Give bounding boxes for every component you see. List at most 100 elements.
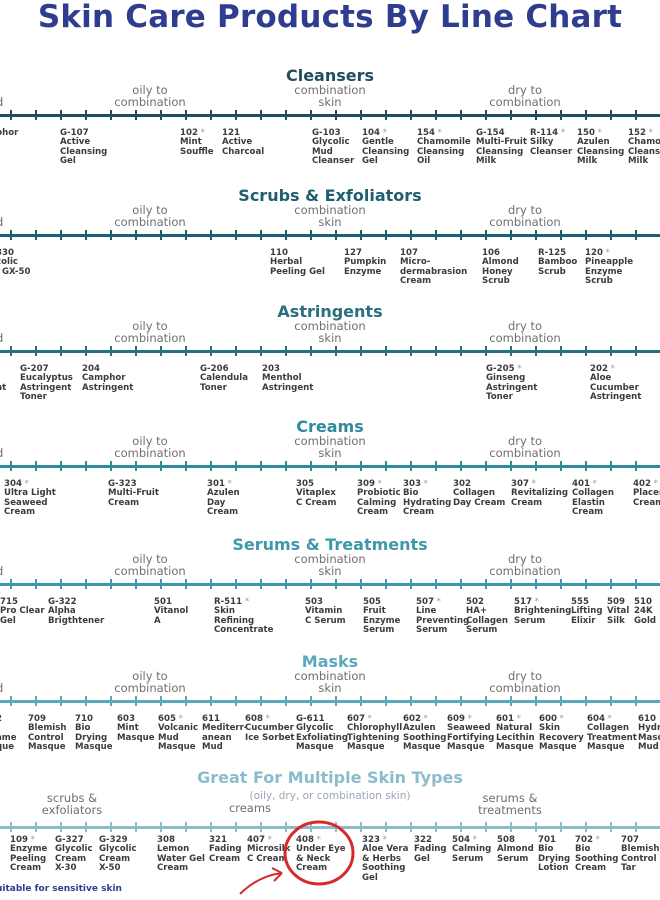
product-code: 610 xyxy=(638,714,656,724)
product-name: Ultra Light Seaweed Cream xyxy=(4,488,56,518)
axis-tick xyxy=(110,346,112,356)
axis-tick xyxy=(260,110,262,120)
product-code: 709 xyxy=(28,714,46,724)
axis-tick xyxy=(635,822,637,832)
product-code: 602 xyxy=(403,714,421,724)
product-item: 502 HA+ Collagen Serum xyxy=(466,597,508,636)
axis-tick xyxy=(560,579,562,589)
product-item: 303 * Bio Hydrating Cream xyxy=(403,479,451,518)
section-subtitle: (oily, dry, or combination skin) xyxy=(249,790,411,802)
axis-tick xyxy=(510,696,512,706)
timeline-axis xyxy=(0,234,660,237)
product-item: 307 * Revitalizing Cream xyxy=(511,479,568,508)
product-name: Mediterr-anean Mud xyxy=(202,723,248,753)
skin-type-zone-label: oily to combination xyxy=(114,83,186,109)
product-code: 323 xyxy=(362,835,380,845)
axis-tick xyxy=(60,822,62,832)
axis-tick xyxy=(485,346,487,356)
product-code: 501 xyxy=(154,597,172,607)
product-name: Bio Drying Lotion xyxy=(538,844,571,874)
product-item: 517 * Brightening Serum xyxy=(514,597,571,626)
sensitive-skin-mark: * xyxy=(379,835,387,845)
product-code: 601 xyxy=(496,714,514,724)
product-item: 709 Blemish Control Masque xyxy=(28,714,66,753)
product-code: 608 xyxy=(245,714,263,724)
axis-tick xyxy=(435,822,437,832)
section-title: Masks xyxy=(301,652,359,671)
skin-type-zone-label: d xyxy=(0,216,3,228)
product-item: 104 * Gentle Cleansing Gel xyxy=(362,128,409,167)
product-name: Azulen Soothing Masque xyxy=(403,723,447,753)
product-item: 150 * Azulen Cleansing Milk xyxy=(577,128,624,167)
product-code: 307 xyxy=(511,479,529,489)
axis-tick xyxy=(535,822,537,832)
product-item: G-329 Glycolic Cream X-50 xyxy=(99,835,137,874)
product-name: Line Preventing Serum xyxy=(416,606,470,636)
axis-tick xyxy=(160,346,162,356)
sensitive-skin-mark: * xyxy=(528,479,536,489)
skin-type-zone-label: d xyxy=(0,682,3,694)
product-code: 202 xyxy=(590,364,608,374)
product-item: 110 Herbal Peeling Gel xyxy=(270,248,325,277)
product-code: 104 xyxy=(362,128,380,138)
axis-tick xyxy=(335,696,337,706)
axis-tick xyxy=(10,822,12,832)
axis-tick xyxy=(135,230,137,240)
sensitive-skin-mark: * xyxy=(514,364,522,374)
category-zone-label: creams xyxy=(228,801,272,815)
axis-tick xyxy=(60,346,62,356)
axis-tick xyxy=(110,461,112,471)
product-item: 203 Menthol Astringent xyxy=(262,364,313,393)
axis-tick xyxy=(160,230,162,240)
skin-type-zone-label: combination skin xyxy=(294,203,366,229)
axis-tick xyxy=(560,696,562,706)
product-item: 600 * Skin Recovery Masque xyxy=(539,714,584,753)
axis-tick xyxy=(485,579,487,589)
axis-tick xyxy=(385,110,387,120)
axis-tick xyxy=(335,110,337,120)
product-code: R-125 xyxy=(538,248,567,258)
product-name: HA+ Collagen Serum xyxy=(466,606,508,636)
axis-tick xyxy=(585,346,587,356)
product-code: 107 xyxy=(400,248,418,258)
product-name: 24K Gold xyxy=(634,606,657,626)
product-item: 154 * Chamomile Cleansing Oil xyxy=(417,128,471,167)
product-item: 605 * Volcanic Mud Masque xyxy=(158,714,198,753)
axis-tick xyxy=(560,346,562,356)
section-title: Creams xyxy=(296,417,364,436)
axis-tick xyxy=(610,346,612,356)
axis-tick xyxy=(610,110,612,120)
axis-tick xyxy=(135,579,137,589)
skin-type-zone-label: oily to combination xyxy=(114,669,186,695)
axis-tick xyxy=(235,110,237,120)
axis-tick xyxy=(335,822,337,832)
product-name: Vital Silk xyxy=(607,606,630,626)
product-name: Collagen Day Cream xyxy=(453,488,506,508)
product-item: 608 * Cucumber Ice Sorbet xyxy=(245,714,295,743)
product-code: G-154 xyxy=(476,128,505,138)
sensitive-skin-mark: * xyxy=(531,597,539,607)
product-name: Fruit Enzyme Serum xyxy=(363,606,401,636)
axis-tick xyxy=(160,461,162,471)
product-code: 402 xyxy=(633,479,651,489)
product-item: 301 * Azulen Day Cream xyxy=(207,479,240,518)
product-item: 715 Pro Clear Gel xyxy=(0,597,45,626)
axis-tick xyxy=(535,461,537,471)
product-item: G-103 Glycolic Mud Cleanser xyxy=(312,128,354,167)
product-code: 509 xyxy=(607,597,625,607)
product-code: 603 xyxy=(117,714,135,724)
product-item: G-207 Eucalyptus Astringent Toner xyxy=(20,364,73,403)
axis-tick xyxy=(310,461,312,471)
axis-tick xyxy=(210,579,212,589)
product-name: Natural Lecithin Masque xyxy=(496,723,535,753)
axis-tick xyxy=(235,822,237,832)
sensitive-skin-mark: * xyxy=(513,714,521,724)
product-code: 2 xyxy=(0,714,2,724)
axis-tick xyxy=(210,696,212,706)
product-name: Bio Soothing Cream xyxy=(575,844,619,874)
product-code: 330 xyxy=(0,248,14,258)
sensitive-skin-mark: * xyxy=(464,714,472,724)
product-name: Cucumber Ice Sorbet xyxy=(245,723,295,743)
product-item: R-511 * Skin Refining Concentrate xyxy=(214,597,273,636)
